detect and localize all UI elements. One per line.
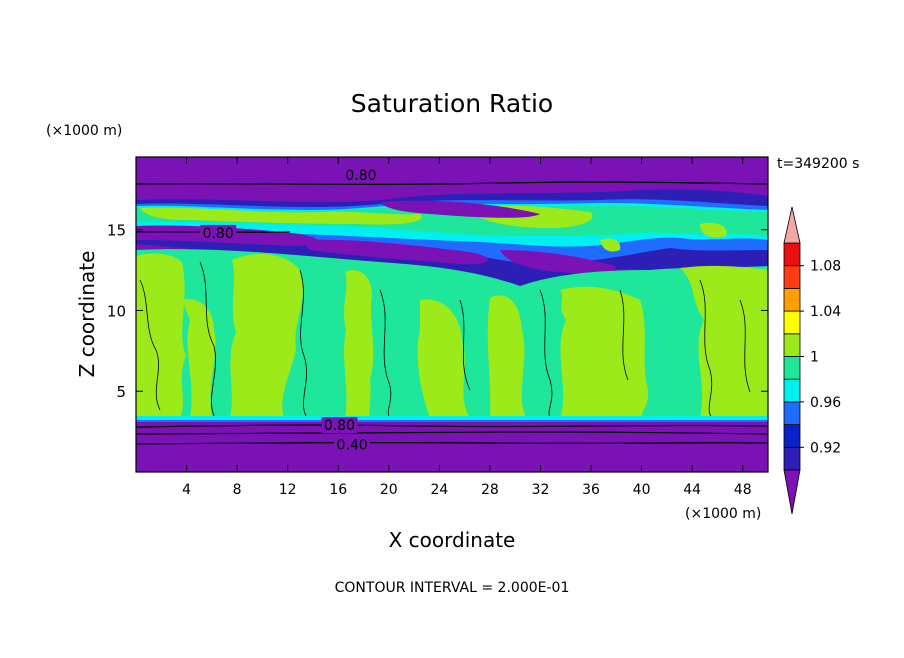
contour-label: 0.80 — [203, 226, 234, 242]
y-tick-label: 10 — [107, 302, 126, 320]
colorbar-swatch — [783, 333, 801, 357]
colorbar-label: 1.08 — [810, 259, 841, 275]
contour-interval-note: CONTOUR INTERVAL = 2.000E-01 — [335, 580, 570, 596]
x-tick-label: 36 — [582, 482, 600, 498]
colorbar-label: 0.92 — [810, 440, 841, 456]
region-yellowgreen-cells — [136, 222, 768, 418]
colorbar-swatch — [783, 287, 801, 312]
x-tick-label: 44 — [683, 482, 701, 498]
y-tick-label: 5 — [116, 383, 126, 401]
colorbar-swatch — [783, 265, 801, 289]
contour-label-bg — [321, 417, 358, 434]
contour-squiggles — [139, 261, 751, 419]
colorbar-over-arrow — [783, 206, 801, 244]
x-tick-label: 12 — [279, 482, 297, 498]
contour-label-bg — [334, 436, 371, 453]
colorbar-swatch — [783, 401, 801, 425]
contour-label: 0.80 — [345, 168, 376, 184]
contour-label: 0.40 — [337, 438, 368, 454]
plot-area: 0.80 0.80 0.80 0.40 — [136, 157, 768, 472]
x-axis: 4 8 12 16 20 24 28 32 36 40 44 48 — [182, 157, 752, 498]
x-tick-label: 4 — [182, 482, 191, 498]
x-tick-label: 40 — [633, 482, 651, 498]
x-tick-label: 28 — [481, 482, 499, 498]
plot-frame — [135, 156, 769, 473]
colorbar-swatch — [783, 446, 801, 471]
colorbar-under-arrow — [783, 469, 801, 515]
colorbar-swatch — [783, 424, 801, 448]
chart-title: Saturation Ratio — [351, 89, 553, 118]
colorbar-label: 1 — [810, 350, 819, 366]
x-unit-label: (×1000 m) — [685, 506, 761, 522]
colorbar-swatch — [783, 356, 801, 380]
x-tick-label: 32 — [532, 482, 550, 498]
contour-label-bg — [200, 224, 237, 241]
y-axis: 5 10 15 — [107, 222, 768, 401]
x-tick-label: 48 — [734, 482, 752, 498]
boundary-blue-lower — [136, 420, 768, 422]
colorbar-label: 1.04 — [810, 304, 841, 320]
x-tick-label: 20 — [380, 482, 398, 498]
y-tick-label: 15 — [107, 222, 126, 240]
colorbar-swatch — [783, 242, 801, 267]
boundary-cyan-lower — [136, 416, 768, 420]
x-axis-title: X coordinate — [389, 528, 516, 552]
colorbar-swatch — [783, 310, 801, 335]
y-axis-title: Z coordinate — [75, 251, 99, 378]
colorbar: 0.92 0.96 1 1.04 1.08 — [783, 206, 841, 515]
contour-label: 0.80 — [324, 418, 355, 434]
y-unit-label: (×1000 m) — [46, 123, 122, 139]
contour-lines — [136, 181, 768, 445]
contour-label-bg — [342, 166, 379, 183]
colorbar-label: 0.96 — [810, 395, 841, 411]
time-label: t=349200 s — [777, 156, 859, 172]
x-tick-label: 8 — [233, 482, 242, 498]
colorbar-swatch — [783, 378, 801, 403]
x-tick-label: 24 — [430, 482, 448, 498]
contour-label-layer: 0.80 0.80 0.80 0.40 — [200, 166, 379, 454]
x-tick-label: 16 — [329, 482, 347, 498]
